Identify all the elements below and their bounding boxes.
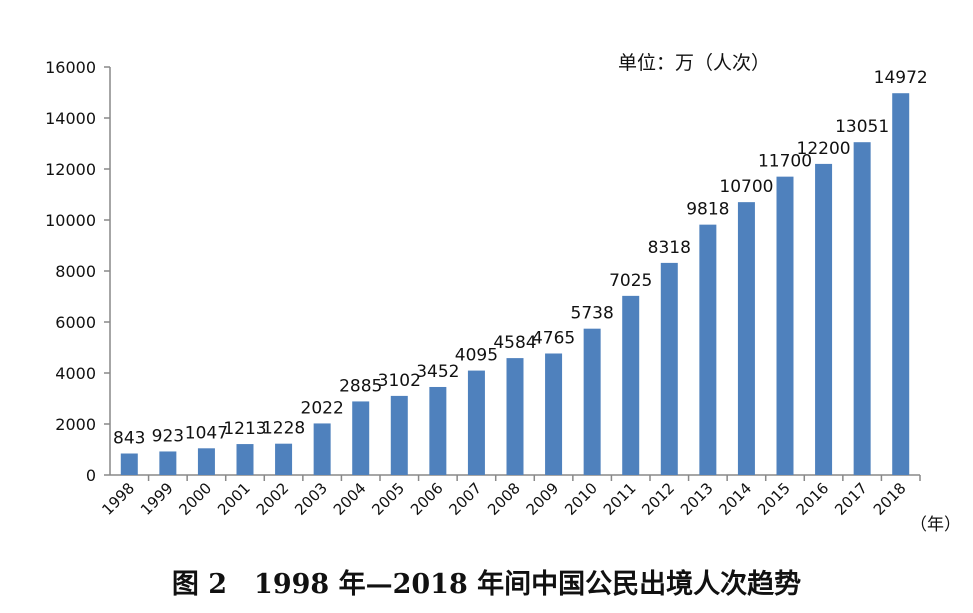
bar-2015 [776,176,794,475]
data-label-1999: 923 [152,426,184,446]
x-tick-label-2005: 2005 [368,479,408,519]
bar-2014 [737,202,755,475]
bar-2005 [390,395,408,475]
data-label-2005: 3102 [378,371,421,391]
data-label-2015: 11700 [758,152,812,172]
bar-2018 [892,93,910,476]
y-tick-label: 14000 [45,109,96,128]
x-tick-label-2007: 2007 [446,479,486,519]
bar-2007 [467,370,485,475]
data-label-2001: 1213 [223,419,266,439]
data-label-2013: 9818 [686,200,729,220]
bar-2010 [583,328,601,475]
data-label-2009: 4765 [532,328,575,348]
x-axis-label: （年） [910,515,961,535]
y-tick-label: 2000 [55,415,96,434]
bar-2012 [660,262,678,475]
data-label-2008: 4584 [493,333,536,353]
x-tick-label-2015: 2015 [754,479,794,519]
bar-2008 [506,358,524,475]
x-tick-label-2016: 2016 [793,479,833,519]
x-tick-label-2001: 2001 [214,479,254,519]
data-label-2010: 5738 [571,304,614,324]
y-tick-label: 10000 [45,211,96,230]
bar-2011 [622,295,640,475]
x-tick-label-2000: 2000 [176,479,216,519]
bar-2006 [429,386,447,475]
data-label-2002: 1228 [262,419,305,439]
data-label-2018: 14972 [874,68,928,88]
x-tick-label-1999: 1999 [137,479,177,519]
bar-1999 [159,451,177,475]
data-label-2000: 1047 [185,423,228,443]
bar-2016 [815,163,833,475]
y-tick-label: 6000 [55,313,96,332]
data-label-2016: 12200 [797,139,851,159]
y-tick-label: 4000 [55,364,96,383]
data-label-2017: 13051 [835,117,889,137]
x-tick-label-2010: 2010 [561,479,601,519]
bar-2013 [699,224,717,475]
chart-title: 图 2 1998 年—2018 年间中国公民出境人次趋势 [171,569,802,600]
data-label-2007: 4095 [455,346,498,366]
bar-2001 [236,444,254,475]
x-tick-label-2011: 2011 [600,479,640,519]
y-tick-label: 12000 [45,160,96,179]
x-tick-label-2002: 2002 [253,479,293,519]
x-tick-label-2013: 2013 [677,479,717,519]
y-tick-label: 0 [86,466,96,485]
bar-2003 [313,423,331,475]
bar-2002 [275,443,293,475]
data-label-1998: 843 [113,429,145,449]
x-tick-label-2008: 2008 [484,479,524,519]
y-tick-label: 16000 [45,58,96,77]
bar-2004 [352,401,370,475]
x-tick-label-2014: 2014 [716,479,756,519]
x-tick-label-2017: 2017 [831,479,871,519]
x-tick-label-1998: 1998 [98,479,138,519]
x-tick-label-2018: 2018 [870,479,910,519]
data-label-2012: 8318 [648,238,691,258]
bar-1998 [120,453,138,475]
x-tick-label-2009: 2009 [523,479,563,519]
x-tick-label-2012: 2012 [638,479,678,519]
y-tick-label: 8000 [55,262,96,281]
bar-2009 [545,353,563,475]
x-tick-label-2003: 2003 [291,479,331,519]
data-label-2004: 2885 [339,376,382,396]
data-label-2003: 2022 [301,398,344,418]
x-tick-label-2004: 2004 [330,479,370,519]
data-label-2014: 10700 [719,177,773,197]
data-label-2006: 3452 [416,362,459,382]
bar-2000 [197,448,215,475]
x-tick-label-2006: 2006 [407,479,447,519]
data-label-2011: 7025 [609,271,652,291]
bar-2017 [853,142,871,475]
unit-label: 单位：万（人次） [618,52,771,74]
